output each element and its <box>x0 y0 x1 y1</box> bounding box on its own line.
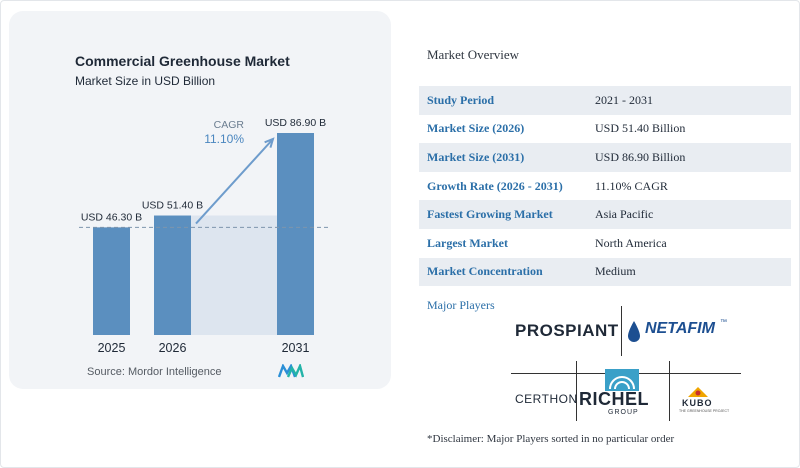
players-title: Major Players <box>427 298 495 312</box>
certhon-logo: CERTHON <box>515 392 578 406</box>
overview-key: Study Period <box>419 86 587 115</box>
overview-row: Largest Market North America <box>419 228 791 258</box>
overview-value: Medium <box>587 257 791 287</box>
cagr-value: 11.10% <box>204 132 244 146</box>
source-text: Source: Mordor Intelligence <box>87 366 222 378</box>
bar-2026 <box>154 215 191 335</box>
bar-2031 <box>277 133 314 335</box>
bar-value-label: USD 46.30 B <box>81 211 142 223</box>
cagr-arrow-head <box>264 137 275 148</box>
x-tick-label: 2026 <box>159 341 187 355</box>
kubo-logo: KUBO <box>682 398 713 408</box>
bar-2025 <box>93 227 130 335</box>
bar-value-label: USD 86.90 B <box>265 117 326 129</box>
overview-row: Study Period 2021 - 2031 <box>419 86 791 115</box>
chart-title: Commercial Greenhouse Market <box>75 53 290 69</box>
netafim-logo: NETAFIM <box>645 320 715 337</box>
overview-key: Fastest Growing Market <box>419 200 587 229</box>
kubo-emblem-icon <box>688 387 708 397</box>
richel-arch-icon <box>605 369 639 391</box>
overview-value: Asia Pacific <box>587 200 791 229</box>
overview-title: Market Overview <box>427 47 520 62</box>
cagr-arrow-line <box>195 138 274 225</box>
overview-row: Market Size (2026) USD 51.40 Billion <box>419 114 791 144</box>
overview-value: 11.10% CAGR <box>587 171 791 201</box>
growth-shade <box>191 215 277 335</box>
overview-row: Fastest Growing Market Asia Pacific <box>419 200 791 229</box>
overview-value: USD 51.40 Billion <box>587 114 791 144</box>
chart-subtitle: Market Size in USD Billion <box>75 74 216 88</box>
overview-value: North America <box>587 228 791 258</box>
netafim-trademark: ™ <box>720 319 727 326</box>
overview-row: Growth Rate (2026 - 2031) 11.10% CAGR <box>419 171 791 201</box>
overview-key: Growth Rate (2026 - 2031) <box>419 171 587 201</box>
bar-value-label: USD 51.40 B <box>142 200 203 212</box>
overview-key: Largest Market <box>419 228 587 258</box>
mordor-logo-icon <box>278 364 304 378</box>
cagr-label: CAGR <box>214 119 245 131</box>
x-tick-label: 2031 <box>282 341 310 355</box>
overview-row: Market Concentration Medium <box>419 257 791 287</box>
players-divider-v1 <box>621 306 622 356</box>
netafim-drop-icon <box>628 321 640 342</box>
overview-table: Study Period 2021 - 2031 Market Size (2026… <box>419 86 791 287</box>
players-divider-v2 <box>576 361 577 421</box>
prospiant-logo: PROSPIANT <box>515 321 619 340</box>
richel-group-label: GROUP <box>608 409 639 416</box>
players-divider-v3 <box>669 361 670 421</box>
overview-row: Market Size (2031) USD 86.90 Billion <box>419 143 791 172</box>
kubo-tagline: THE GREENHOUSE PROJECT <box>679 409 730 413</box>
overview-value: USD 86.90 Billion <box>587 143 791 172</box>
overview-key: Market Size (2026) <box>419 114 587 144</box>
overview-key: Market Size (2031) <box>419 143 587 172</box>
overview-key: Market Concentration <box>419 257 587 287</box>
x-tick-label: 2025 <box>98 341 126 355</box>
disclaimer: *Disclaimer: Major Players sorted in no … <box>427 433 675 445</box>
overview-value: 2021 - 2031 <box>587 86 791 115</box>
bar-chart: USD 46.30 B 2025 USD 51.40 B 2026 USD 86.90 … <box>79 117 331 355</box>
richel-logo: RICHEL <box>579 389 649 409</box>
